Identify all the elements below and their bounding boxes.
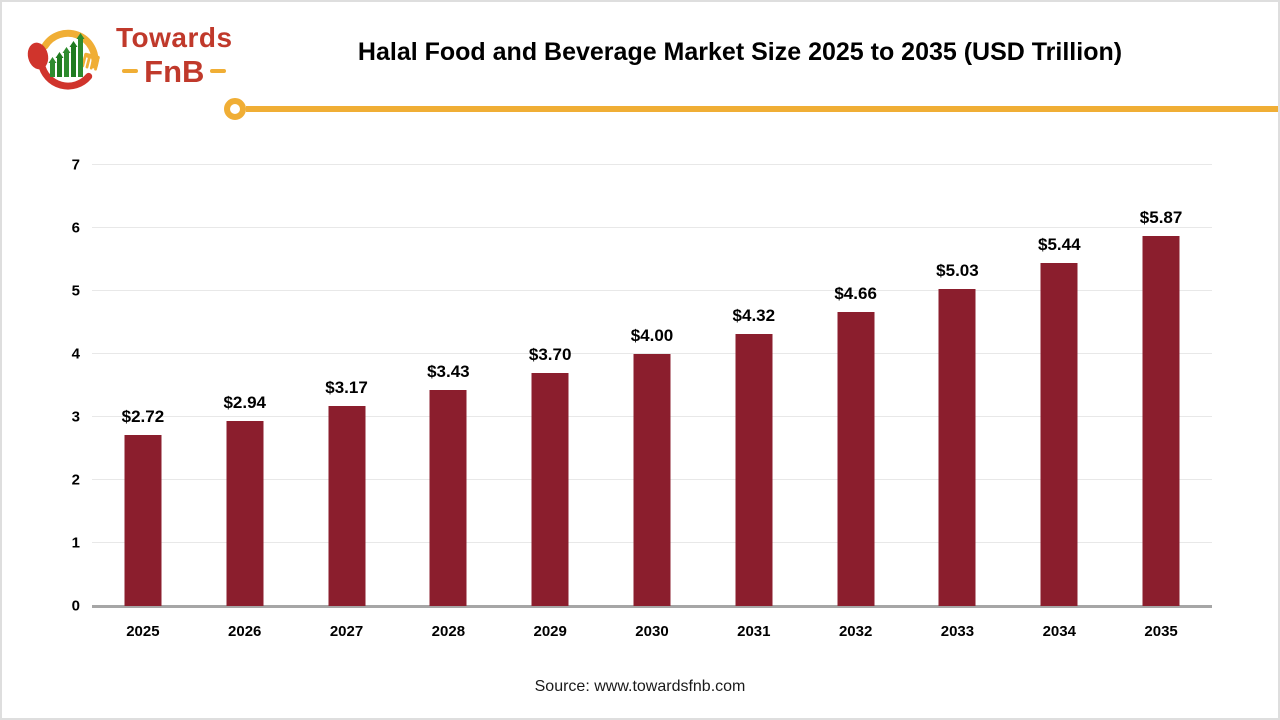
bar-slot: $5.87 2035 xyxy=(1110,165,1212,640)
y-tick-label: 5 xyxy=(71,282,80,300)
logo-dash-left xyxy=(122,69,139,73)
towards-fnb-logo-icon xyxy=(27,29,100,90)
bar-slot: $5.03 2033 xyxy=(907,165,1009,640)
bar-value-label: $3.70 xyxy=(528,344,572,364)
bar xyxy=(531,372,569,606)
y-tick-label: 2 xyxy=(71,471,80,489)
gridline xyxy=(92,353,1212,354)
logo-wordmark: Towards FnB xyxy=(116,21,233,89)
x-axis-line xyxy=(92,605,1212,608)
towards-fnb-logo: Towards FnB xyxy=(22,10,233,100)
bar-slot: $2.94 2026 xyxy=(194,165,296,640)
bar xyxy=(735,333,773,606)
bar xyxy=(429,389,467,606)
y-tick-label: 6 xyxy=(71,219,80,237)
bar xyxy=(938,289,976,606)
x-tick-label: 2032 xyxy=(838,623,873,640)
fork-icon xyxy=(81,52,100,71)
logo-text-fnb: FnB xyxy=(144,53,205,89)
y-tick-label: 3 xyxy=(71,408,80,426)
bar-value-label: $5.87 xyxy=(1139,208,1183,228)
bar-slot: $4.00 2030 xyxy=(601,165,703,640)
bar-slot: $5.44 2034 xyxy=(1008,165,1110,640)
y-tick-label: 7 xyxy=(71,156,80,174)
bar-slot: $3.43 2028 xyxy=(397,165,499,640)
bar-slot: $3.17 2027 xyxy=(296,165,398,640)
bar-slot: $2.72 2025 xyxy=(92,165,194,640)
bar-value-label: $2.72 xyxy=(121,406,165,426)
x-tick-label: 2027 xyxy=(329,623,364,640)
gridline xyxy=(92,227,1212,228)
bar xyxy=(226,420,264,606)
bar-slot: $4.66 2032 xyxy=(805,165,907,640)
bar xyxy=(1142,236,1180,606)
bar-value-label: $4.32 xyxy=(732,305,776,325)
logo-text-towards: Towards xyxy=(116,21,233,53)
gridline xyxy=(92,164,1212,165)
bar xyxy=(124,434,162,606)
x-tick-label: 2033 xyxy=(940,623,975,640)
accent-divider-line xyxy=(246,106,1278,112)
x-tick-label: 2035 xyxy=(1144,623,1178,640)
bar-slot: $3.70 2029 xyxy=(499,165,601,640)
plot-area: $2.72 2025 $2.94 2026 $3.17 2027 $3.43 2028 $3.7… xyxy=(92,164,1212,640)
bar-value-label: $4.66 xyxy=(834,284,877,304)
bar xyxy=(328,406,366,606)
accent-circle-marker xyxy=(224,98,246,120)
y-tick-label: 4 xyxy=(71,345,80,363)
x-tick-label: 2025 xyxy=(126,623,160,640)
bar-value-label: $5.44 xyxy=(1037,235,1081,255)
gridline xyxy=(92,290,1212,291)
growth-bars-icon xyxy=(48,33,85,77)
x-tick-label: 2029 xyxy=(533,623,567,640)
bar xyxy=(1040,263,1078,606)
bar xyxy=(837,312,875,606)
x-tick-label: 2026 xyxy=(228,623,262,640)
y-tick-label: 1 xyxy=(71,534,80,552)
y-tick-label: 0 xyxy=(71,597,80,615)
bar-value-label: $2.94 xyxy=(223,392,266,412)
x-tick-label: 2030 xyxy=(635,623,669,640)
bar-value-label: $5.03 xyxy=(936,261,979,281)
source-caption: Source: www.towardsfnb.com xyxy=(534,678,746,695)
bar-value-label: $3.43 xyxy=(427,361,470,381)
x-tick-label: 2031 xyxy=(737,623,771,640)
bar-value-label: $3.17 xyxy=(325,378,368,398)
y-axis: 0 1 2 3 4 5 6 7 xyxy=(42,157,80,615)
chart-title: Halal Food and Beverage Market Size 2025… xyxy=(357,38,1123,66)
bar-slot: $4.32 2031 xyxy=(703,165,805,640)
bar-value-label: $4.00 xyxy=(630,326,674,345)
x-tick-label: 2028 xyxy=(431,623,466,640)
spoon-icon xyxy=(27,42,49,70)
x-tick-label: 2034 xyxy=(1042,623,1076,640)
logo-dash-right xyxy=(210,69,227,73)
bar xyxy=(633,354,671,606)
